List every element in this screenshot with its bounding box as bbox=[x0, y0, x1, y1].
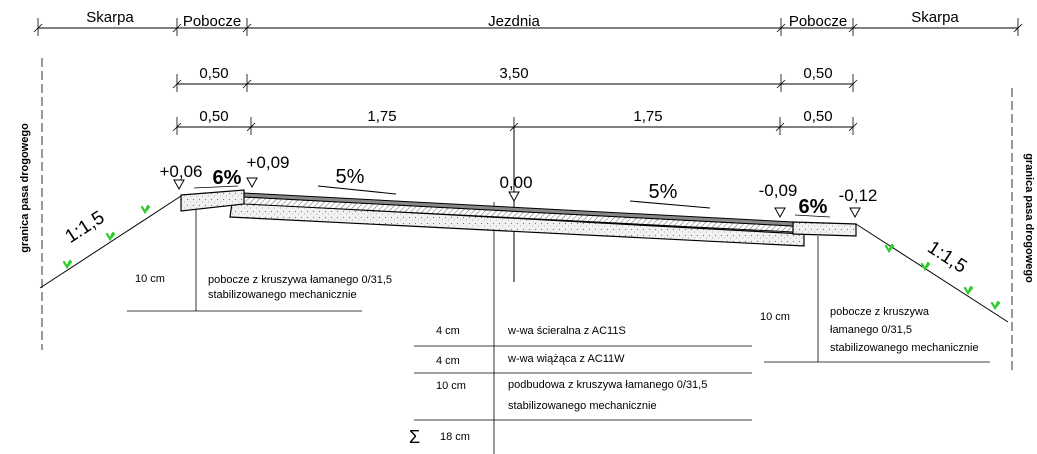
layer-1-desc: w-wa ścieralna z AC11S bbox=[507, 325, 626, 337]
slope-ratio-left: 1:1,5 bbox=[62, 207, 109, 248]
total-thickness: 18 cm bbox=[440, 431, 470, 443]
right-slope-line bbox=[855, 223, 1009, 323]
layer-3-desc-line1: podbudowa z kruszywa łamanego 0/31,5 bbox=[508, 379, 707, 391]
left-shoulder bbox=[180, 189, 245, 212]
elevation-triangle-icon bbox=[173, 179, 185, 191]
dimension-row-1: 0,50 3,50 0,50 bbox=[172, 65, 858, 92]
dim-row2-midright: 1,75 bbox=[633, 108, 662, 125]
label-pobocze-right: Pobocze bbox=[789, 13, 847, 30]
elevation-e1: +0,06 bbox=[159, 162, 202, 181]
left-shoulder-note: 10 cm pobocze z kruszywa łamanego 0/31,5… bbox=[127, 210, 392, 312]
left-note-line2: stabilizowanego mechanicznie bbox=[208, 289, 357, 301]
grass-icon bbox=[140, 204, 151, 215]
label-jezdnia: Jezdnia bbox=[488, 13, 540, 30]
dim-row1-right: 0,50 bbox=[803, 65, 832, 82]
elevation-triangle-icon bbox=[246, 177, 258, 189]
elevation-triangle-icon bbox=[849, 207, 861, 219]
top-ticks bbox=[33, 18, 1023, 36]
right-note-line2: łamanego 0/31,5 bbox=[830, 324, 912, 336]
elevation-triangle-icon bbox=[774, 207, 786, 219]
label-skarpa-left: Skarpa bbox=[86, 9, 134, 26]
right-note-line1: pobocze z kruszywa bbox=[830, 306, 930, 318]
elevation-e4: -0,09 bbox=[759, 181, 798, 200]
right-note-thickness: 10 cm bbox=[760, 311, 790, 323]
slope-left-lane: 5% bbox=[336, 166, 365, 188]
layer-1-thickness: 4 cm bbox=[436, 325, 460, 337]
elevation-e5: -0,12 bbox=[839, 186, 878, 205]
slope-right-shoulder: 6% bbox=[799, 196, 828, 218]
label-pobocze-left: Pobocze bbox=[183, 13, 241, 30]
dim-row2-left: 0,50 bbox=[199, 108, 228, 125]
elevation-markers: +0,06 +0,09 0,00 -0,09 -0,12 bbox=[159, 153, 878, 219]
dim-row1-left: 0,50 bbox=[199, 65, 228, 82]
layer-2-desc: w-wa wiążąca z AC11W bbox=[507, 353, 625, 365]
left-note-line1: pobocze z kruszywa łamanego 0/31,5 bbox=[208, 274, 392, 286]
grass-icon bbox=[62, 259, 73, 270]
left-note-thickness: 10 cm bbox=[135, 273, 165, 285]
grass-icon bbox=[920, 261, 931, 272]
dim-row2-midleft: 1,75 bbox=[367, 108, 396, 125]
slope-percentages: 6% 5% 5% 6% bbox=[193, 166, 831, 218]
left-slope-line bbox=[39, 195, 182, 289]
dim-row2-right: 0,50 bbox=[803, 108, 832, 125]
layer-2-thickness: 4 cm bbox=[436, 355, 460, 367]
base-course-layer bbox=[229, 202, 805, 247]
dimension-row-2: 0,50 1,75 1,75 0,50 bbox=[172, 108, 858, 135]
road-structure bbox=[180, 189, 857, 247]
label-skarpa-right: Skarpa bbox=[911, 9, 959, 26]
boundary-label-left: granica pasa drogowego bbox=[19, 123, 31, 253]
grass-icon bbox=[884, 243, 895, 254]
layer-3-thickness: 10 cm bbox=[436, 380, 466, 392]
right-shoulder-note: 10 cm pobocze z kruszywa łamanego 0/31,5… bbox=[760, 236, 990, 363]
top-label-row: Skarpa Pobocze Jezdnia Pobocze Skarpa bbox=[33, 9, 1023, 36]
elevation-e2: +0,09 bbox=[246, 153, 289, 172]
slope-right-lane: 5% bbox=[649, 181, 678, 203]
right-shoulder bbox=[792, 221, 857, 237]
grass-icon bbox=[963, 285, 974, 296]
elevation-e3: 0,00 bbox=[499, 173, 532, 192]
layer-3-desc-line2: stabilizowanego mechanicznie bbox=[508, 400, 657, 412]
slope-left-shoulder: 6% bbox=[213, 167, 242, 189]
layers-table: 4 cm w-wa ścieralna z AC11S 4 cm w-wa wi… bbox=[409, 325, 752, 447]
dim-row1-mid: 3,50 bbox=[499, 65, 528, 82]
sum-symbol-icon: Σ bbox=[409, 427, 420, 447]
right-note-line3: stabilizowanego mechanicznie bbox=[830, 342, 979, 354]
elevation-triangle-icon bbox=[508, 191, 520, 203]
grass-icon bbox=[105, 231, 116, 242]
grass-icon bbox=[990, 300, 1001, 311]
boundary-label-right: granica pasa drogowego bbox=[1023, 153, 1035, 283]
